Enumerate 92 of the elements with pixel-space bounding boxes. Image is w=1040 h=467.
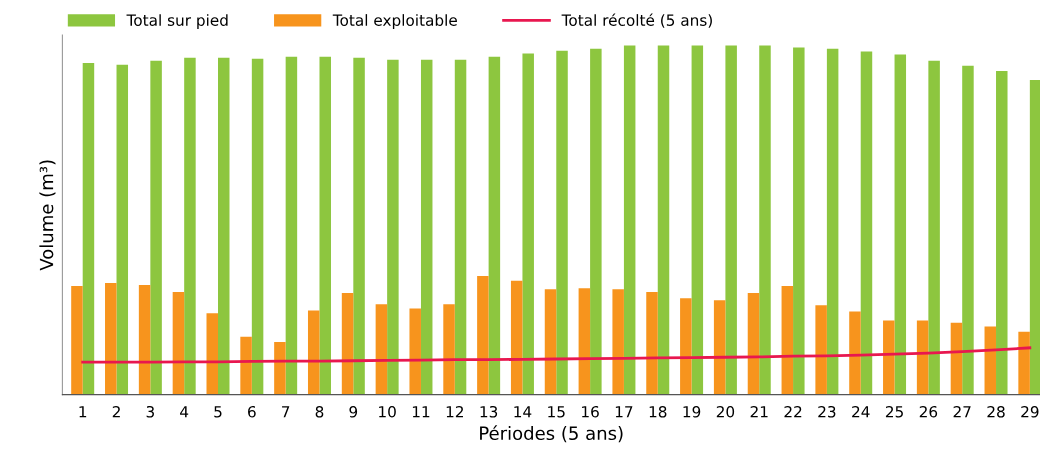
bar xyxy=(680,298,692,395)
bar xyxy=(71,286,83,395)
x-tick-label: 9 xyxy=(349,406,358,418)
x-tick-label: 25 xyxy=(885,406,903,418)
bar xyxy=(826,48,839,395)
bar xyxy=(477,275,489,395)
bar xyxy=(883,320,895,395)
bar xyxy=(218,57,230,395)
bar xyxy=(815,305,827,395)
x-axis-title: Périodes (5 ans) xyxy=(480,425,623,443)
bar xyxy=(623,45,636,395)
bar xyxy=(984,326,997,395)
bar xyxy=(319,56,331,395)
bar xyxy=(928,60,940,395)
bar xyxy=(793,47,805,395)
bar xyxy=(894,54,907,395)
bar xyxy=(172,291,185,395)
bar xyxy=(713,300,726,395)
x-tick-label: 12 xyxy=(446,406,463,418)
bar xyxy=(375,304,388,395)
x-tick-label: 16 xyxy=(582,406,599,418)
bar xyxy=(962,65,974,395)
x-tick-label: 6 xyxy=(248,406,256,418)
bar xyxy=(646,291,658,395)
bar xyxy=(82,62,95,395)
bar xyxy=(240,336,252,395)
x-tick-label: 14 xyxy=(514,406,532,418)
bar xyxy=(409,308,421,395)
bar xyxy=(420,59,433,395)
bar xyxy=(387,59,399,395)
bar xyxy=(522,53,534,395)
x-tick-label: 15 xyxy=(548,406,565,418)
bar xyxy=(353,57,365,395)
legend-label: Total récolté (5 ans) xyxy=(561,13,712,28)
bar xyxy=(544,289,557,395)
x-tick-label: 1 xyxy=(79,406,87,418)
x-tick-label: 17 xyxy=(615,406,633,418)
x-tick-label: 13 xyxy=(480,406,498,418)
bar xyxy=(612,289,624,395)
bar xyxy=(657,45,670,395)
bar xyxy=(759,45,771,395)
legend-label: Total sur pied xyxy=(126,14,228,29)
bar xyxy=(206,313,218,395)
y-axis-title: Volume (m³) xyxy=(39,160,56,271)
x-tick-label: 11 xyxy=(412,406,430,418)
bar xyxy=(138,284,151,395)
x-tick-label: 3 xyxy=(146,406,154,418)
x-tick-label: 21 xyxy=(750,406,768,418)
bar xyxy=(116,64,129,395)
x-tick-label: 4 xyxy=(180,406,189,418)
bar xyxy=(691,45,704,395)
bar xyxy=(1029,80,1040,395)
x-tick-label: 7 xyxy=(282,406,290,418)
x-tick-label: 26 xyxy=(919,406,938,418)
bar xyxy=(285,56,298,395)
bar xyxy=(781,286,794,395)
x-tick-label: 22 xyxy=(784,406,802,418)
bar xyxy=(860,51,873,395)
bar xyxy=(747,293,760,395)
bar xyxy=(1018,331,1030,395)
bar xyxy=(341,293,354,395)
bar xyxy=(916,320,929,395)
bar xyxy=(578,288,591,395)
x-tick-label: 18 xyxy=(649,406,667,418)
x-tick-label: 24 xyxy=(852,406,870,418)
bar xyxy=(454,59,467,395)
x-tick-label: 20 xyxy=(716,406,735,418)
bar xyxy=(251,58,264,395)
bar xyxy=(105,282,117,395)
bar xyxy=(184,57,196,395)
x-tick-label: 8 xyxy=(315,406,324,418)
x-tick-label: 23 xyxy=(818,406,836,418)
x-tick-label: 27 xyxy=(953,406,971,418)
bar xyxy=(274,341,286,395)
bar xyxy=(307,310,320,395)
x-tick-label: 29 xyxy=(1021,406,1039,418)
bar xyxy=(590,48,602,395)
x-tick-label: 2 xyxy=(112,406,120,418)
bar xyxy=(725,45,737,395)
x-tick-label: 10 xyxy=(379,406,396,418)
bar xyxy=(556,50,568,395)
bar xyxy=(849,311,861,395)
bar xyxy=(996,70,1008,395)
x-tick-label: 5 xyxy=(214,406,222,418)
x-tick-label: 28 xyxy=(987,406,1005,418)
x-tick-label: 19 xyxy=(683,406,701,418)
legend-label: Total exploitable xyxy=(332,14,457,29)
bar xyxy=(150,60,162,395)
bar xyxy=(488,56,501,395)
bar xyxy=(443,304,455,395)
bar xyxy=(510,280,523,395)
bar xyxy=(950,322,963,395)
